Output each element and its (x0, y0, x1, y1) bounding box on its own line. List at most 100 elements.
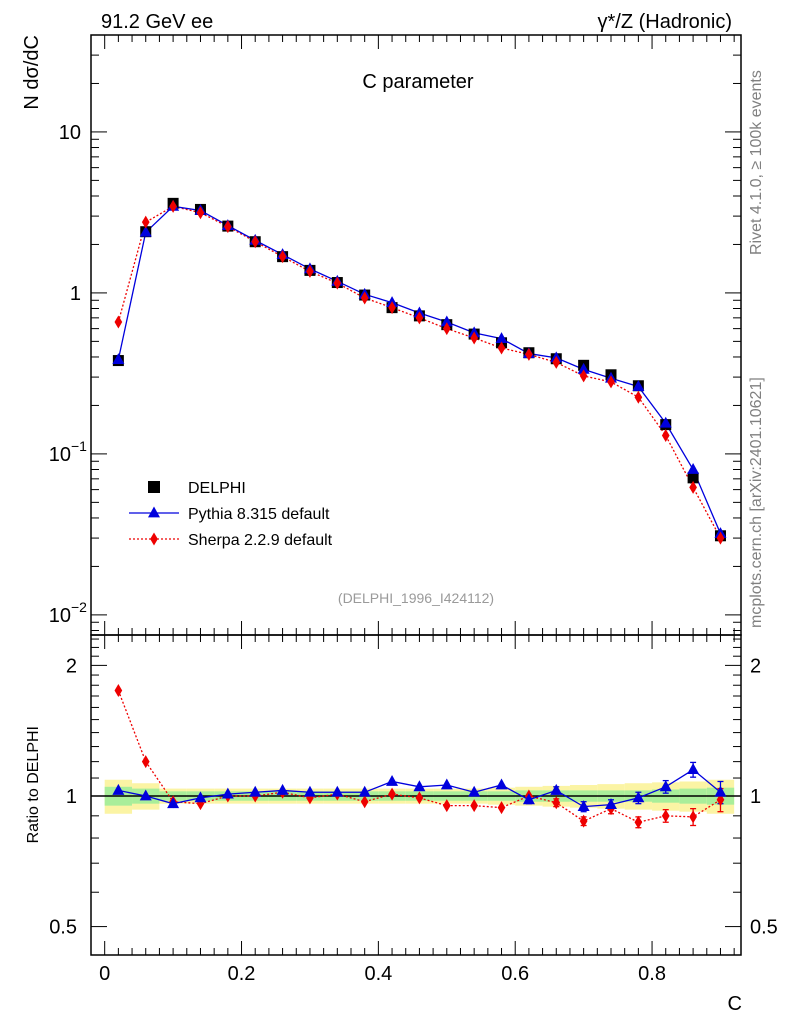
y-tick-label: 10 (49, 444, 71, 466)
sherpa-marker (579, 369, 588, 383)
sherpa-marker (278, 250, 287, 264)
y-tick-label: 1 (70, 283, 81, 305)
rivet-version-text: Rivet 4.1.0, ≥ 100k events (748, 70, 765, 255)
sherpa-marker (415, 311, 424, 325)
pythia-ratio-marker (221, 787, 234, 799)
sherpa-ratio-marker (661, 809, 670, 823)
sherpa-marker (661, 429, 670, 443)
sherpa-marker (388, 301, 396, 315)
pythia-marker (577, 362, 590, 374)
main-series-layer (112, 197, 727, 545)
pythia-ratio-marker (659, 780, 672, 792)
sherpa-marker (196, 206, 205, 220)
y-tick-exponent: −1 (71, 438, 87, 454)
sherpa-marker (114, 315, 123, 329)
pythia-ratio-marker (249, 785, 262, 797)
x-tick-label: 0 (99, 963, 110, 985)
y-axis-label: N dσ/dC (21, 35, 43, 110)
pythia-ratio-marker (303, 785, 316, 797)
sherpa-marker (306, 264, 314, 278)
pythia-marker (440, 315, 453, 327)
sherpa-marker (716, 531, 725, 545)
sherpa-ratio-marker (114, 684, 123, 698)
mcplots-reference-text: mcplots.cern.ch [arXiv:2401.10621] (748, 377, 765, 628)
pythia-ratio-marker (632, 791, 645, 803)
sherpa-ratio-marker (415, 791, 424, 805)
ratio-y-axis-label: Ratio to DELPHI (25, 726, 42, 843)
legend-label-data: DELPHI (188, 480, 246, 497)
sherpa-ratio-marker (497, 801, 506, 815)
sherpa-ratio-marker (579, 814, 588, 828)
pythia-ratio-marker (386, 774, 399, 786)
sherpa-marker (251, 235, 260, 249)
sherpa-ratio-marker (442, 799, 451, 813)
sherpa-ratio-marker (141, 755, 150, 769)
ratio-y-tick-label-right: 0.5 (750, 917, 778, 939)
ratio-y-tick-label-left: 1 (66, 786, 77, 808)
pythia-ratio-marker (413, 780, 426, 792)
legend-label-sherpa: Sherpa 2.2.9 default (188, 532, 333, 549)
legend-sherpa-marker (150, 532, 158, 546)
legend-label-pythia: Pythia 8.315 default (188, 506, 330, 523)
legend-pythia-marker (148, 506, 160, 518)
sherpa-marker (525, 347, 533, 361)
pythia-ratio-marker (276, 783, 289, 795)
sherpa-marker (141, 215, 150, 229)
sherpa-marker (470, 331, 479, 345)
x-axis-label: C (728, 993, 742, 1015)
sherpa-marker (223, 220, 232, 234)
pythia-marker (632, 380, 645, 391)
sherpa-marker (634, 390, 643, 404)
sherpa-marker (169, 199, 177, 213)
delphi-data-point (687, 472, 699, 484)
pythia-ratio-marker (577, 800, 590, 812)
ratio-series-layer (112, 684, 727, 829)
ratio-plot-frame (90, 634, 742, 956)
pythia-marker (687, 463, 700, 474)
sherpa-marker (497, 341, 506, 355)
pythia-marker (495, 332, 508, 344)
pythia-ratio-marker (194, 791, 207, 803)
pythia-marker (112, 353, 125, 365)
ratio-y-tick-label-left: 0.5 (49, 917, 77, 939)
pythia-ratio-marker (495, 778, 508, 790)
pythia-ratio-marker (605, 798, 617, 810)
sherpa-ratio-marker (552, 796, 561, 810)
legend: DELPHI Pythia 8.315 default Sherpa 2.2.9 d… (129, 480, 333, 549)
sherpa-marker (360, 291, 369, 305)
y-tick-exponent: −2 (71, 599, 87, 615)
sherpa-marker (552, 355, 561, 369)
pythia-ratio-marker (112, 783, 125, 795)
pythia-ratio-marker (440, 778, 453, 790)
sherpa-marker (442, 322, 451, 336)
pythia-ratio-marker (331, 785, 344, 797)
sherpa-marker (689, 480, 697, 494)
pythia-ratio-marker (358, 785, 371, 797)
legend-delphi-marker (148, 481, 160, 493)
pythia-ratio-marker (167, 797, 180, 809)
chart-title: C parameter (362, 71, 473, 93)
x-tick-label: 0.4 (364, 963, 392, 985)
x-tick-label: 0.8 (638, 963, 666, 985)
ratio-axis-ticks: 0 0.2 0.4 0.6 0.8 2 2 1 1 0.5 0.5 (49, 635, 778, 985)
analysis-tag: (DELPHI_1996_I424112) (338, 590, 494, 606)
pythia-ratio-marker (714, 785, 727, 797)
header-left: 91.2 GeV ee (101, 11, 213, 33)
header-right: γ*/Z (Hadronic) (598, 11, 732, 33)
x-tick-label: 0.6 (501, 963, 529, 985)
x-tick-label: 0.2 (228, 963, 256, 985)
pythia-ratio-marker (687, 763, 700, 775)
y-tick-label: 10 (49, 605, 71, 627)
ratio-y-tick-label-left: 2 (66, 655, 77, 677)
sherpa-ratio-marker (388, 787, 396, 801)
sherpa-ratio-marker (470, 799, 479, 813)
pythia-ratio-marker (522, 793, 535, 805)
pythia-ratio-marker (468, 785, 481, 797)
sherpa-ratio-marker (360, 795, 369, 809)
y-tick-label: 10 (59, 122, 81, 144)
sherpa-marker (607, 375, 615, 389)
